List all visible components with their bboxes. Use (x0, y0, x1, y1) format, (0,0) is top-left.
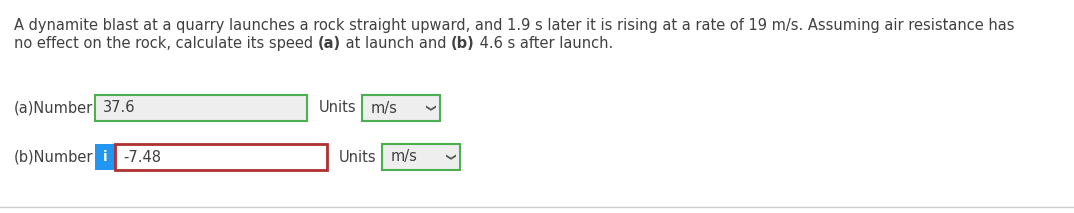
Text: (b): (b) (451, 36, 475, 51)
FancyBboxPatch shape (362, 95, 440, 121)
Text: ❯: ❯ (424, 104, 434, 112)
FancyBboxPatch shape (95, 144, 115, 170)
Text: ❯: ❯ (444, 153, 454, 161)
FancyBboxPatch shape (382, 144, 460, 170)
Text: Units: Units (339, 150, 377, 164)
FancyBboxPatch shape (115, 144, 326, 170)
Text: -7.48: -7.48 (124, 150, 161, 164)
Text: (a)Number: (a)Number (14, 101, 93, 115)
Text: A dynamite blast at a quarry launches a rock straight upward, and 1.9 s later it: A dynamite blast at a quarry launches a … (14, 18, 1015, 33)
Text: i: i (103, 150, 107, 164)
Text: 4.6 s after launch.: 4.6 s after launch. (475, 36, 613, 51)
Text: m/s: m/s (371, 101, 397, 115)
FancyBboxPatch shape (95, 95, 307, 121)
Text: (b)Number: (b)Number (14, 150, 93, 164)
Text: Units: Units (319, 101, 357, 115)
Text: (a): (a) (318, 36, 340, 51)
Text: no effect on the rock, calculate its speed: no effect on the rock, calculate its spe… (14, 36, 318, 51)
Text: 37.6: 37.6 (103, 101, 135, 115)
Text: m/s: m/s (391, 150, 418, 164)
Text: at launch and: at launch and (340, 36, 451, 51)
